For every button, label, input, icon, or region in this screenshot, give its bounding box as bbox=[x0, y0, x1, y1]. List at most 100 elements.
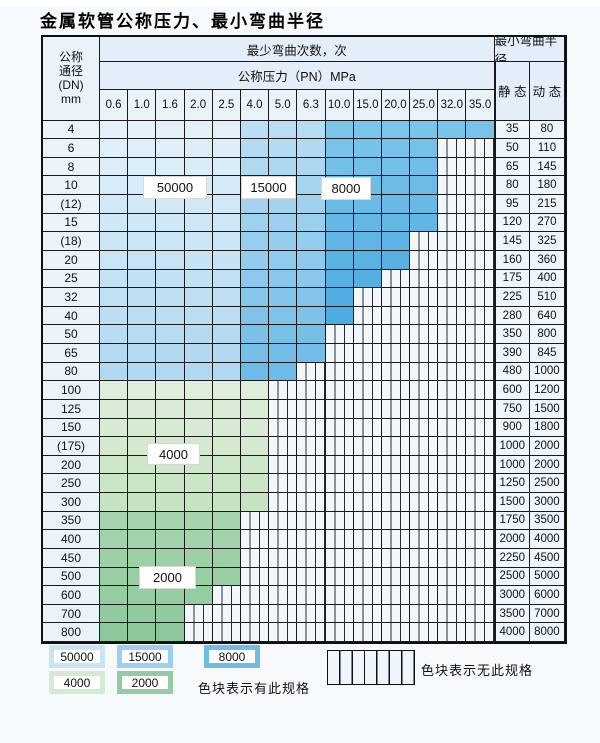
no-spec-cell bbox=[466, 344, 495, 363]
spec-cell bbox=[156, 586, 185, 605]
spec-cell bbox=[100, 288, 129, 307]
static-radius-value: 160 bbox=[494, 250, 530, 270]
spec-cell bbox=[353, 269, 382, 289]
pressure-tick: 6.3 bbox=[297, 90, 326, 121]
spec-cell bbox=[156, 548, 185, 568]
dynamic-radius-value: 510 bbox=[529, 288, 565, 307]
spec-cell bbox=[156, 288, 185, 307]
dynamic-header: 动 态 bbox=[529, 62, 565, 121]
spec-cell bbox=[128, 232, 157, 251]
spec-cell bbox=[212, 530, 241, 549]
dynamic-radius-value: 270 bbox=[529, 213, 565, 233]
spec-cell bbox=[212, 493, 241, 512]
static-radius-value: 600 bbox=[494, 381, 530, 400]
min-bend-cycles-header: 最少弯曲次数，次 bbox=[100, 37, 495, 62]
no-spec-cell bbox=[269, 530, 298, 549]
no-spec-cell bbox=[410, 362, 439, 382]
no-spec-cell bbox=[381, 493, 411, 512]
spec-cell bbox=[269, 288, 298, 307]
legend-swatch-label: 4000 bbox=[63, 675, 91, 690]
no-spec-cell bbox=[297, 399, 326, 419]
spec-cell bbox=[156, 120, 185, 140]
spec-cell bbox=[128, 269, 157, 289]
spec-cell bbox=[212, 474, 241, 493]
dynamic-radius-value: 180 bbox=[529, 176, 565, 195]
spec-cell bbox=[297, 232, 326, 251]
spec-cell bbox=[184, 344, 213, 363]
spec-cell bbox=[240, 399, 270, 419]
no-spec-cell bbox=[410, 306, 439, 326]
legend-swatch-50000: 50000 bbox=[49, 645, 105, 668]
spec-cell bbox=[184, 362, 213, 382]
no-spec-cell bbox=[353, 437, 382, 456]
no-spec-cell bbox=[212, 604, 241, 624]
dynamic-radius-value: 845 bbox=[529, 344, 565, 363]
spec-cell bbox=[212, 437, 241, 456]
spec-cell bbox=[156, 250, 185, 270]
spec-cell bbox=[128, 418, 157, 438]
no-spec-cell bbox=[269, 548, 298, 568]
no-spec-cell bbox=[466, 288, 495, 307]
no-spec-cell bbox=[353, 288, 382, 307]
no-spec-cell bbox=[381, 530, 411, 549]
dynamic-radius-value: 3500 bbox=[529, 511, 565, 531]
spec-cell bbox=[240, 493, 270, 512]
spec-cell bbox=[240, 195, 270, 214]
no-spec-cell bbox=[269, 567, 298, 587]
row-label: 250 bbox=[43, 474, 100, 493]
no-spec-cell bbox=[325, 604, 354, 624]
no-spec-cell bbox=[466, 548, 495, 568]
static-radius-value: 2000 bbox=[494, 530, 530, 549]
legend-swatch-8000: 8000 bbox=[204, 645, 260, 668]
no-spec-cell bbox=[410, 623, 439, 642]
no-spec-cell bbox=[381, 623, 411, 642]
spec-cell bbox=[212, 176, 241, 195]
no-spec-cell bbox=[466, 493, 495, 512]
spec-cell bbox=[240, 362, 270, 382]
no-spec-cell bbox=[381, 325, 411, 344]
pressure-tick: 25.0 bbox=[410, 90, 439, 121]
spec-cell bbox=[212, 455, 241, 475]
no-spec-cell bbox=[438, 399, 467, 419]
static-radius-value: 3000 bbox=[494, 586, 530, 605]
row-label: 6 bbox=[43, 139, 100, 158]
spec-cell bbox=[100, 176, 129, 195]
legend-swatch-label: 2000 bbox=[131, 675, 159, 690]
no-spec-cell bbox=[353, 586, 382, 605]
no-spec-cell bbox=[438, 548, 467, 568]
spec-cell bbox=[381, 176, 411, 195]
spec-cell bbox=[184, 586, 213, 605]
row-label: 500 bbox=[43, 567, 100, 587]
dynamic-radius-value: 5000 bbox=[529, 567, 565, 587]
spec-cell bbox=[156, 157, 185, 177]
row-label: 10 bbox=[43, 176, 100, 195]
no-spec-cell bbox=[410, 604, 439, 624]
no-spec-cell bbox=[381, 548, 411, 568]
row-label: 15 bbox=[43, 213, 100, 233]
static-radius-value: 145 bbox=[494, 232, 530, 251]
spec-cell bbox=[128, 157, 157, 177]
static-radius-value: 225 bbox=[494, 288, 530, 307]
row-label: 600 bbox=[43, 586, 100, 605]
dynamic-radius-value: 3000 bbox=[529, 493, 565, 512]
spec-cell bbox=[128, 474, 157, 493]
no-spec-cell bbox=[297, 586, 326, 605]
spec-cell bbox=[156, 195, 185, 214]
cycle-count-label: 4000 bbox=[147, 443, 200, 465]
no-spec-cell bbox=[353, 399, 382, 419]
no-spec-cell bbox=[438, 344, 467, 363]
spec-cell bbox=[100, 530, 129, 549]
dynamic-radius-value: 110 bbox=[529, 139, 565, 158]
spec-cell bbox=[269, 306, 298, 326]
no-spec-cell bbox=[381, 288, 411, 307]
legend-hatch-swatch bbox=[327, 650, 415, 685]
no-spec-cell bbox=[410, 493, 439, 512]
no-spec-cell bbox=[353, 455, 382, 475]
no-spec-cell bbox=[438, 437, 467, 456]
spec-cell bbox=[100, 455, 129, 475]
dynamic-radius-value: 1200 bbox=[529, 381, 565, 400]
static-radius-value: 3500 bbox=[494, 604, 530, 624]
no-spec-cell bbox=[297, 530, 326, 549]
no-spec-cell bbox=[269, 604, 298, 624]
no-spec-cell bbox=[353, 530, 382, 549]
